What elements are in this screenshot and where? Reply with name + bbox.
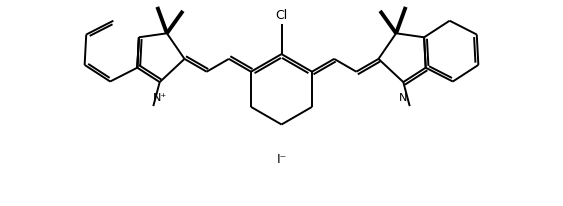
Text: I⁻: I⁻ xyxy=(276,153,287,166)
Text: Cl: Cl xyxy=(275,9,288,22)
Text: N: N xyxy=(399,93,408,103)
Text: N⁺: N⁺ xyxy=(153,93,167,103)
